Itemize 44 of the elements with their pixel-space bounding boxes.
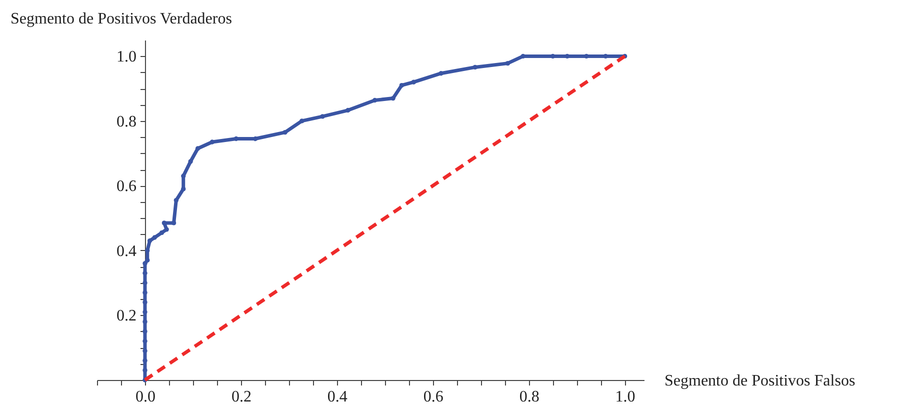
point — [300, 118, 304, 124]
point — [152, 235, 157, 240]
y-tick-label: 0.2 — [116, 308, 136, 325]
x-tick-label: 0.8 — [519, 388, 540, 406]
point — [438, 71, 444, 76]
point — [195, 146, 200, 151]
x-tick-label: 0.2 — [231, 388, 252, 406]
x-tick-label: 0.6 — [423, 388, 444, 406]
point — [188, 159, 193, 164]
y-tick-label: 0.8 — [116, 113, 136, 130]
point — [142, 290, 148, 295]
point — [390, 96, 396, 101]
point — [145, 248, 150, 253]
point — [505, 60, 510, 66]
point — [472, 64, 478, 70]
point — [181, 186, 186, 192]
point — [142, 358, 148, 363]
point — [142, 338, 148, 344]
point — [159, 230, 164, 236]
point — [142, 329, 148, 334]
point — [164, 227, 169, 232]
x-tick-label: 0.4 — [327, 388, 348, 406]
x-tick-label: 0.0 — [135, 388, 156, 406]
point — [320, 114, 325, 119]
point — [181, 174, 186, 178]
point — [174, 198, 179, 203]
y-tick-label: 1.0 — [116, 48, 136, 66]
point — [142, 270, 148, 276]
point — [142, 310, 148, 314]
y-tick-label: 0.6 — [116, 178, 136, 196]
x-axis-title: Segmento de Positivos Falsos — [664, 372, 856, 390]
y-tick-label: 0.4 — [116, 242, 136, 260]
point — [372, 98, 378, 103]
point — [411, 80, 416, 84]
point — [346, 108, 350, 113]
point — [399, 82, 404, 88]
point — [171, 220, 176, 226]
x-tick-label: 1.0 — [615, 388, 636, 406]
point — [282, 130, 288, 135]
point — [520, 54, 526, 59]
y-axis-title: Segmento de Positivos Verdaderos — [10, 10, 232, 28]
point — [147, 238, 152, 244]
point — [234, 136, 238, 142]
point — [142, 261, 148, 266]
